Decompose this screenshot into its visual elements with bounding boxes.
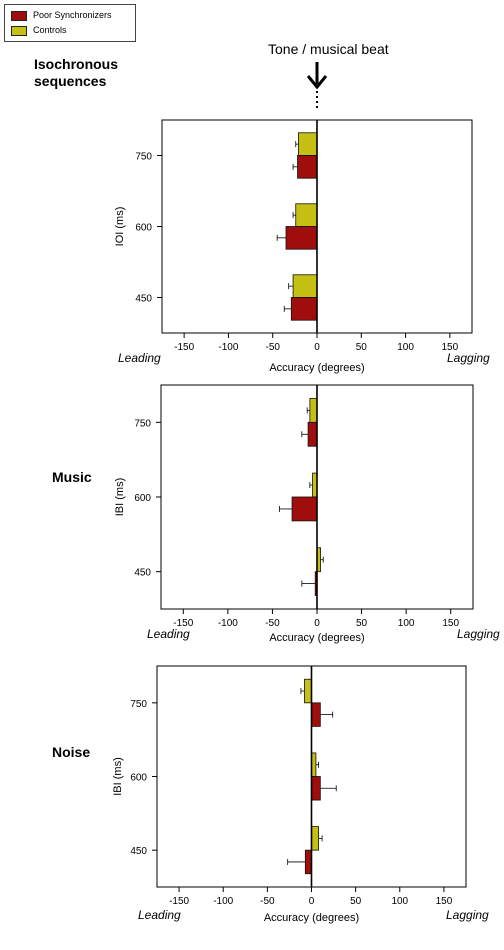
lagging-label-2: Lagging [457,627,500,641]
y-tick-label: 450 [130,846,147,857]
lagging-label-1: Lagging [447,351,490,365]
x-tick-label: 100 [398,618,415,629]
y-tick-label: 600 [135,223,152,234]
bar [295,203,318,227]
x-tick-label: 100 [397,342,414,353]
x-axis-title: Accuracy (degrees) [269,362,364,374]
x-tick-label: -50 [265,342,280,353]
bar [311,826,319,851]
x-tick-label: -100 [218,618,238,629]
x-tick-label: -100 [218,342,238,353]
y-tick-label: 750 [134,418,151,429]
beat-annotation: Tone / musical beat [268,41,389,57]
x-tick-label: 150 [436,896,453,907]
x-tick-label: 100 [391,896,408,907]
lagging-label-3: Lagging [446,908,489,922]
y-axis-title: IBI (ms) [114,478,126,517]
section-label-isochronous: Isochronous sequences [34,56,119,89]
legend-item-controls: Controls [11,24,67,36]
x-tick-label: 0 [309,896,315,907]
y-tick-label: 750 [135,152,152,163]
bar [304,849,312,875]
bar [297,132,318,156]
x-tick-label: 50 [356,342,368,353]
bar [309,398,318,423]
x-tick-label: 150 [442,618,459,629]
y-tick-label: 600 [134,493,151,504]
y-tick-label: 450 [135,294,152,305]
bar [311,702,321,727]
leading-label-1: Leading [118,351,161,365]
legend-label: Controls [33,25,67,35]
bar [292,274,318,298]
bar [291,496,318,522]
y-tick-label: 450 [134,568,151,579]
x-tick-label: 0 [314,342,320,353]
bar [285,226,318,250]
bar [311,776,321,801]
x-tick-label: -50 [260,896,275,907]
x-tick-label: -50 [265,618,280,629]
leading-label-3: Leading [138,908,181,922]
bar [307,421,318,447]
x-tick-label: 50 [350,896,362,907]
chart-panel-1: -150 -100 -50 0 50 100 150 Accuracy (degrees) IO… [114,119,473,374]
x-tick-label: 150 [442,342,459,353]
y-axis-title: IOI (ms) [114,207,126,247]
x-tick-label: -150 [174,342,194,353]
chart-legend: Poor Synchronizers Controls [4,4,136,42]
legend-item-poor-synchronizers: Poor Synchronizers [11,9,112,21]
legend-swatch-controls [11,25,27,36]
x-tick-label: 50 [356,618,368,629]
y-tick-label: 600 [130,773,147,784]
x-tick-label: 0 [314,618,320,629]
legend-label: Poor Synchronizers [33,10,112,20]
x-tick-label: -150 [169,896,189,907]
chart-panel-3: -150 -100 -50 0 50 100 150 Accuracy (degrees) IB… [112,665,467,924]
down-arrow-icon [306,62,328,108]
section-label-music: Music [52,469,92,485]
x-tick-label: -150 [173,618,193,629]
legend-swatch-poor-synchronizers [11,10,27,21]
x-tick-label: -100 [213,896,233,907]
leading-label-2: Leading [147,627,190,641]
chart-panel-2: -150 -100 -50 0 50 100 150 Accuracy (degrees) IB… [114,384,474,644]
bar [304,678,312,704]
y-tick-label: 750 [130,699,147,710]
bar [297,155,318,179]
y-axis-title: IBI (ms) [112,757,124,796]
x-axis-title: Accuracy (degrees) [264,912,359,924]
bar [290,297,318,321]
section-label-noise: Noise [52,744,91,760]
x-axis-title: Accuracy (degrees) [269,632,364,644]
